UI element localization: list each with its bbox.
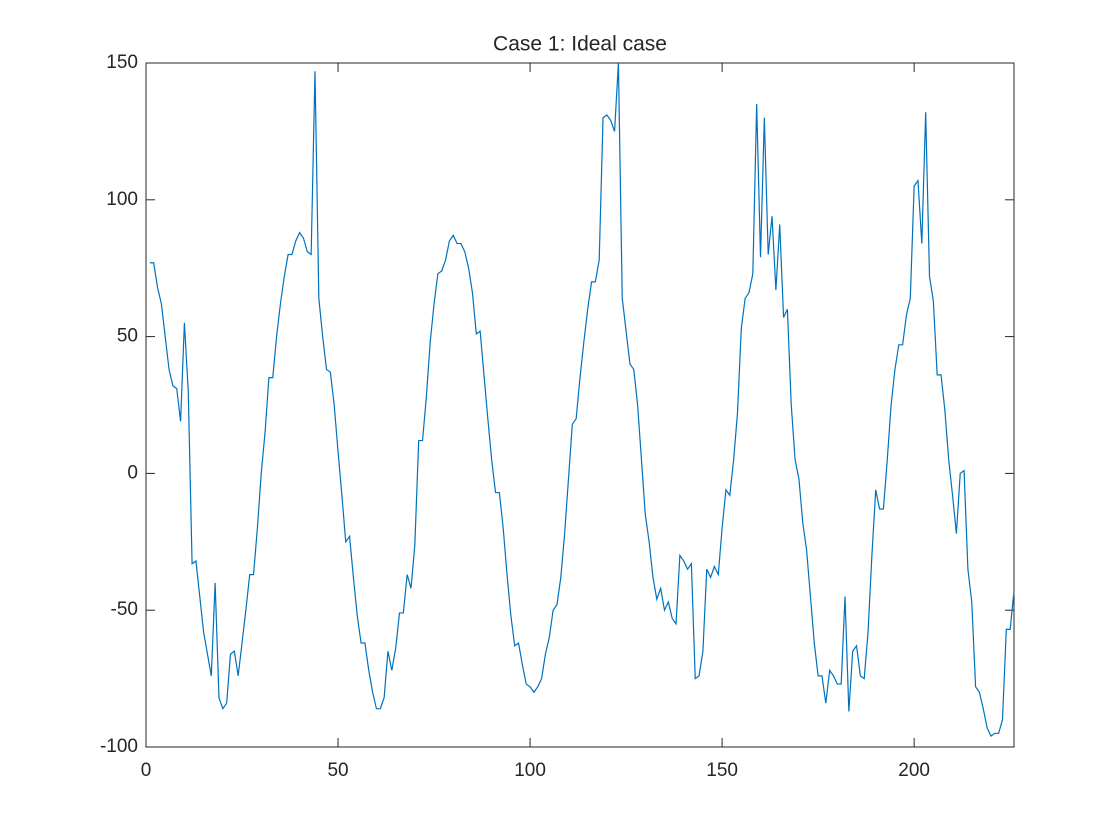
y-tick-label: 0: [127, 462, 138, 483]
x-tick-label: 50: [327, 760, 348, 781]
x-tick-label: 100: [514, 760, 546, 781]
y-tick-label: 150: [106, 52, 138, 73]
y-tick-label: -50: [111, 599, 138, 620]
x-tick-label: 200: [898, 760, 930, 781]
y-tick-label: 50: [117, 326, 138, 347]
data-line: [149, 62, 1015, 737]
x-tick-label: 0: [141, 760, 152, 781]
chart-title: Case 1: Ideal case: [493, 33, 667, 56]
x-tick-label: 150: [706, 760, 738, 781]
y-tick-label: -100: [100, 736, 138, 757]
y-tick-label: 100: [106, 189, 138, 210]
plot-area: [145, 62, 1015, 748]
